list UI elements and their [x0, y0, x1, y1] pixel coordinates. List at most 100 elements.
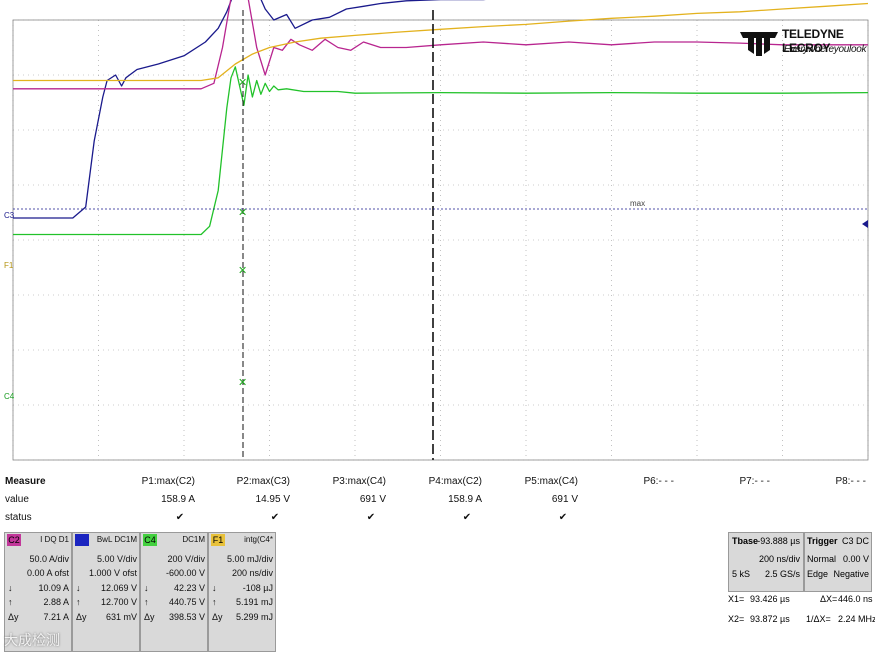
brand-block: TELEDYNE LECROY Everywhereyoulook: [740, 24, 870, 64]
brand-tagline: Everywhereyoulook: [784, 44, 867, 55]
measure-value-row: value: [0, 494, 875, 512]
trigger-label: Trigger: [807, 536, 838, 546]
channel-readout: 5.00 V/div: [96, 554, 137, 564]
traces: [13, 0, 869, 236]
max-annotation: max: [630, 199, 645, 208]
trace-f1: [13, 2, 869, 82]
channel-readout: 200 V/div: [167, 554, 205, 564]
measure-title: Measure: [5, 476, 46, 487]
channel-box[interactable]: C2 I DQ D1 50.0 A/div 0.00 A ofst ↓ 10.09 A ↑ 2…: [4, 532, 72, 652]
brand-name: TELEDYNE LECROY: [782, 27, 844, 55]
measure-header-row: Measure: [0, 476, 875, 494]
channel-readout: 5.299 mJ: [235, 612, 273, 622]
timebase-rate: 2.5 GS/s: [764, 569, 800, 579]
inv-value: 2.24 MHz: [838, 614, 875, 624]
scope-display: ✕ ✕ ✕ ✕ max TELEDYNE LECROY Everywhereyouloo…: [4, 0, 870, 461]
channel-readout: -600.00 V: [165, 568, 205, 578]
channel-readout: 2.88 A: [43, 597, 69, 607]
channel-readout: 5.191 mJ: [235, 597, 273, 607]
x1-value: 93.426 µs: [750, 594, 790, 604]
measure-value: 691 V: [359, 494, 386, 505]
channel-tag: [75, 534, 89, 546]
timebase-label: Tbase: [732, 536, 759, 546]
timebase-trigger-panel[interactable]: Tbase -93.888 µs 200 ns/div 5 kS 2.5 GS/…: [728, 532, 873, 592]
measure-param[interactable]: P4:max(C2): [428, 476, 482, 487]
measure-param[interactable]: P7:- - -: [739, 476, 770, 487]
channel-readout: 0.00 A ofst: [26, 568, 69, 578]
measure-status-check: ✔: [270, 512, 280, 523]
measure-marker-x1: ✕: [238, 377, 247, 389]
c4-marker: C4: [4, 392, 15, 401]
channel-symbol: ↑: [212, 597, 217, 607]
channel-readout: 398.53 V: [168, 612, 205, 622]
channel-box[interactable]: F1 intg(C4* 5.00 mJ/div 200 ns/div ↓ -108 µJ ↑…: [208, 532, 276, 652]
channel-box[interactable]: C4 DC1M 200 V/div -600.00 V ↓ 42.23 V ↑ 440.75 …: [140, 532, 208, 652]
channel-header: C2 I DQ D1: [5, 533, 71, 547]
measure-status-check: ✔: [366, 512, 376, 523]
channel-readout: 42.23 V: [173, 583, 205, 593]
channel-title: DC1M: [182, 535, 205, 544]
channel-symbol: ↓: [8, 583, 13, 593]
channel-symbol: Δy: [144, 612, 155, 622]
channel-symbol: ↓: [144, 583, 149, 593]
teledyne-logo-icon: [740, 32, 778, 56]
timebase-delay: -93.888 µs: [757, 536, 800, 546]
channel-tag: F1: [211, 534, 225, 546]
c3-marker: C3: [4, 211, 15, 220]
watermark: 大成检测: [4, 632, 60, 648]
trigger-mode: Normal: [807, 554, 837, 564]
channel-tag: C2: [7, 534, 21, 546]
dx-value: 446.0 ns: [838, 594, 873, 604]
measure-param[interactable]: P2:max(C3): [236, 476, 290, 487]
measure-status-check: ✔: [558, 512, 568, 523]
measure-param[interactable]: P6:- - -: [643, 476, 674, 487]
measure-marker-x1: ✕: [238, 77, 247, 89]
measure-param[interactable]: P1:max(C2): [141, 476, 195, 487]
channel-symbol: Δy: [76, 612, 87, 622]
channel-header: C4 DC1M: [141, 533, 207, 547]
measure-value: 691 V: [551, 494, 578, 505]
channel-symbol: Δy: [8, 612, 19, 622]
channel-tag: C4: [143, 534, 157, 546]
measure-panel: Measure value status P1:max(C2) 158.9 A ✔ P…: [0, 470, 875, 530]
timebase-box[interactable]: Tbase -93.888 µs 200 ns/div 5 kS 2.5 GS/…: [728, 532, 804, 592]
measure-status-check: ✔: [175, 512, 185, 523]
trigger-type: Edge: [807, 569, 829, 579]
trace-c3: [13, 0, 868, 90]
grid: [12, 19, 869, 461]
measure-param[interactable]: P5:max(C4): [524, 476, 578, 487]
measure-marker-x1: ✕: [238, 265, 247, 277]
channel-readout: 12.069 V: [100, 583, 137, 593]
trigger-box[interactable]: Trigger C3 DC Normal 0.00 V Edge Negativ…: [804, 532, 872, 592]
value-label: value: [5, 494, 29, 505]
channel-symbol: ↓: [76, 583, 81, 593]
channel-readout: 50.0 A/div: [29, 554, 69, 564]
cursor-lines: ✕ ✕ ✕ ✕ max: [13, 10, 868, 460]
channel-readout: 631 mV: [105, 612, 137, 622]
measure-param[interactable]: P8:- - -: [835, 476, 866, 487]
measure-param[interactable]: P3:max(C4): [332, 476, 386, 487]
measure-value: 14.95 V: [255, 494, 290, 505]
channel-symbol: ↑: [144, 597, 149, 607]
channel-title: I DQ D1: [40, 535, 69, 544]
dx-label: ΔX=: [820, 594, 838, 604]
measure-status-check: ✔: [462, 512, 472, 523]
trace-c2: [13, 0, 486, 219]
channel-readout: 5.00 mJ/div: [226, 554, 273, 564]
trigger-source: C3 DC: [841, 536, 869, 546]
f1-marker: F1: [4, 261, 14, 270]
channel-readout: 1.000 V ofst: [88, 568, 137, 578]
timebase-per-div: 200 ns/div: [758, 554, 800, 564]
channel-readout: 12.700 V: [100, 597, 137, 607]
channel-readout: 440.75 V: [168, 597, 205, 607]
channel-panels: C2 I DQ D1 50.0 A/div 0.00 A ofst ↓ 10.09 A ↑ 2…: [0, 530, 875, 655]
x2-label: X2=: [728, 614, 745, 624]
timebase-samples: 5 kS: [732, 569, 751, 579]
status-label: status: [5, 512, 32, 523]
measure-value: 158.9 A: [161, 494, 195, 505]
channel-symbol: ↑: [76, 597, 81, 607]
measure-status-row: status: [0, 512, 875, 530]
channel-box[interactable]: BwL DC1M 5.00 V/div 1.000 V ofst ↓ 12.069 V ↑…: [72, 532, 140, 652]
measure-value: 158.9 A: [448, 494, 482, 505]
channel-readout: 10.09 A: [38, 583, 69, 593]
